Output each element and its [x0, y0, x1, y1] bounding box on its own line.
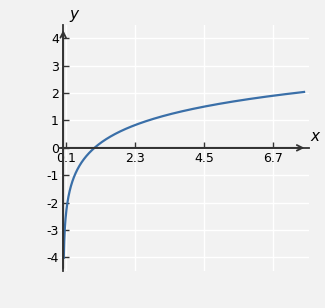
Text: x: x: [310, 129, 319, 144]
Text: y: y: [70, 7, 78, 22]
